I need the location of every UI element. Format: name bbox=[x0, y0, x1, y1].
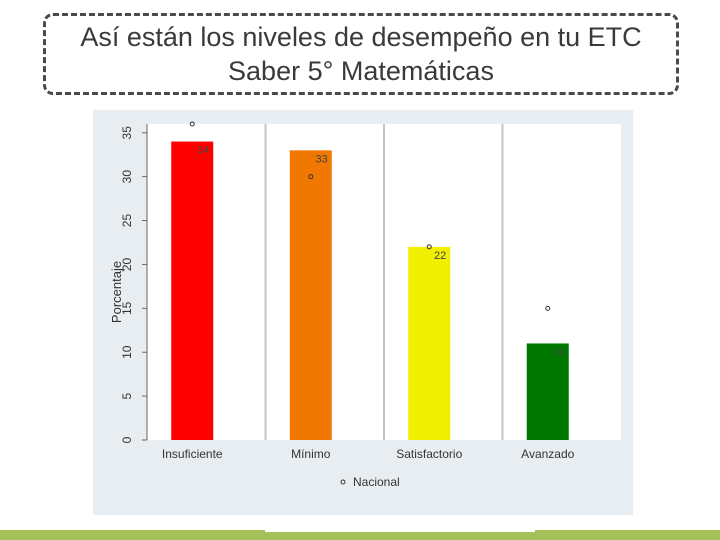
x-tick-label: Mínimo bbox=[291, 447, 331, 461]
bar-chart: 0 5 10 15 20 25 30 35 Porcentaje 34 Insuficiente 33… bbox=[93, 110, 633, 515]
national-marker bbox=[308, 174, 314, 180]
chart-svg: 0 5 10 15 20 25 30 35 Porcentaje 34 Insuficiente 33… bbox=[109, 121, 621, 489]
bar-value-label: 11 bbox=[553, 346, 564, 358]
bar-mínimo bbox=[289, 150, 332, 441]
national-marker bbox=[189, 121, 195, 127]
bar-value-label: 34 bbox=[197, 145, 209, 157]
bar-satisfactorio bbox=[408, 246, 451, 440]
x-tick-label: Avanzado bbox=[521, 447, 574, 461]
y-tick-label: 10 bbox=[120, 345, 134, 359]
y-tick-label: 20 bbox=[120, 257, 134, 271]
bar-value-label: 22 bbox=[434, 250, 446, 262]
x-tick-label: Insuficiente bbox=[162, 447, 223, 461]
national-marker bbox=[426, 244, 432, 250]
x-tick-label: Satisfactorio bbox=[396, 447, 462, 461]
bar-avanzado bbox=[526, 343, 569, 440]
y-tick-label: 5 bbox=[120, 392, 134, 399]
slide-title-line-2: Saber 5° Matemáticas bbox=[228, 56, 494, 86]
footer-bar-gap bbox=[265, 530, 535, 532]
y-tick-label: 15 bbox=[120, 301, 134, 315]
legend-marker bbox=[340, 479, 346, 485]
legend-label: Nacional bbox=[353, 475, 400, 489]
bar-value-label: 33 bbox=[316, 153, 328, 165]
y-tick-label: 30 bbox=[120, 170, 134, 184]
y-axis-title: Porcentaje bbox=[109, 261, 124, 323]
y-tick-label: 35 bbox=[120, 126, 134, 140]
slide-title-line-1: Así están los niveles de desempeño en tu… bbox=[80, 22, 642, 52]
y-tick-label: 0 bbox=[120, 436, 134, 443]
slide-title-box: Así están los niveles de desempeño en tu… bbox=[43, 13, 679, 95]
footer-bar bbox=[0, 530, 720, 540]
national-marker bbox=[545, 305, 551, 311]
bar-insuficiente bbox=[171, 141, 214, 441]
y-tick-label: 25 bbox=[120, 214, 134, 228]
